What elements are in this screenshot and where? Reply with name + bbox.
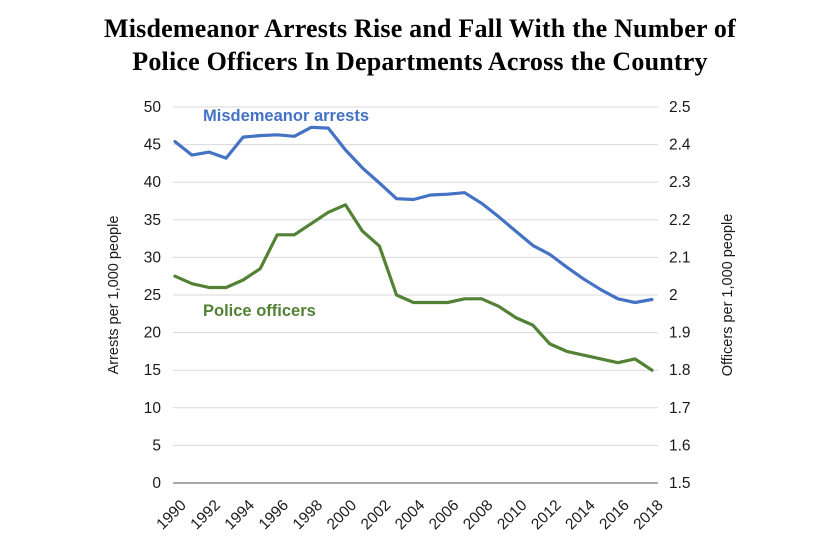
x-axis-tick-label: 2006 <box>426 497 462 533</box>
left-axis-tick-label: 10 <box>144 400 162 417</box>
left-axis-tick-label: 25 <box>144 287 161 304</box>
x-axis-tick-label: 2008 <box>460 497 496 533</box>
x-axis-tick-label: 2016 <box>596 497 632 533</box>
left-axis-tick-label: 45 <box>144 137 161 154</box>
x-axis-tick-label: 1992 <box>187 497 223 533</box>
x-axis-tick-label: 2010 <box>494 497 531 534</box>
x-axis-tick-label: 2004 <box>392 497 429 534</box>
right-axis-tick-label: 1.8 <box>669 362 691 379</box>
x-axis-tick-label: 2014 <box>562 497 599 534</box>
right-axis-tick-label: 2.1 <box>669 249 691 266</box>
x-axis-tick-label: 1998 <box>290 497 326 533</box>
left-axis-tick-label: 40 <box>144 174 162 191</box>
left-axis-tick-label: 50 <box>144 99 162 116</box>
left-axis-tick-label: 35 <box>144 212 161 229</box>
misdemeanor-arrests-line <box>173 125 654 305</box>
right-axis-tick-label: 2.2 <box>669 212 691 229</box>
series-label: Misdemeanor arrests <box>203 107 369 125</box>
x-axis-tick-label: 2012 <box>528 497 564 533</box>
right-axis-tick-label: 1.9 <box>669 325 691 342</box>
right-axis-tick-label: 1.6 <box>669 437 691 454</box>
left-axis-tick-label: 0 <box>152 475 161 492</box>
left-axis-tick-label: 20 <box>144 325 162 342</box>
left-axis-tick-label: 5 <box>152 437 161 454</box>
chart-title: Misdemeanor Arrests Rise and Fall With t… <box>0 12 840 78</box>
x-axis-tick-label: 1994 <box>222 497 259 534</box>
right-axis-tick-label: 2.3 <box>669 174 691 191</box>
x-axis-tick-label: 1996 <box>256 497 292 533</box>
chart-title-line1: Misdemeanor Arrests Rise and Fall With t… <box>104 14 736 43</box>
x-axis-tick-label: 2018 <box>630 497 666 533</box>
right-axis-tick-label: 1.7 <box>669 400 691 417</box>
police-officers-line <box>173 203 654 372</box>
series-label: Police officers <box>203 302 316 320</box>
right-axis-tick-label: 2.4 <box>669 137 691 154</box>
x-axis-tick-label: 1990 <box>153 497 190 534</box>
left-axis-tick-label: 30 <box>144 249 162 266</box>
right-axis-tick-label: 2 <box>669 287 678 304</box>
left-axis-tick-label: 15 <box>144 362 161 379</box>
x-axis-tick-label: 2000 <box>324 497 361 534</box>
right-axis-tick-label: 2.5 <box>669 99 691 116</box>
right-axis-tick-label: 1.5 <box>669 475 691 492</box>
x-axis-tick-label: 2002 <box>358 497 394 533</box>
chart-title-line2: Police Officers In Departments Across th… <box>132 47 708 76</box>
